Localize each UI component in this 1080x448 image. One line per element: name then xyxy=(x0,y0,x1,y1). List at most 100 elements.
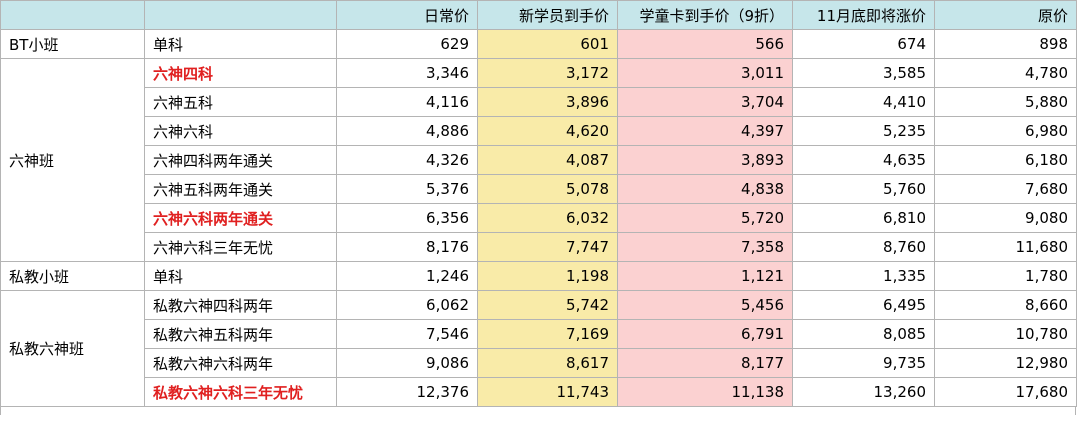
course-name-cell[interactable]: 六神六科三年无忧 xyxy=(144,232,337,262)
course-name-cell[interactable]: 私教六神六科三年无忧 xyxy=(144,377,337,407)
course-name-cell[interactable]: 单科 xyxy=(144,261,337,291)
daily-price-cell[interactable]: 5,376 xyxy=(336,174,478,204)
card-price-cell[interactable]: 3,704 xyxy=(617,87,793,117)
card-price-cell[interactable]: 4,838 xyxy=(617,174,793,204)
pre-increase-price-cell[interactable]: 5,235 xyxy=(792,116,935,146)
new-student-price-cell[interactable]: 8,617 xyxy=(477,348,618,378)
group-name-cell[interactable]: 六神班 xyxy=(0,58,145,262)
pre-increase-price-cell[interactable]: 8,085 xyxy=(792,319,935,349)
card-price-cell[interactable]: 5,720 xyxy=(617,203,793,233)
new-student-price-cell[interactable]: 601 xyxy=(477,29,618,59)
card-price-cell[interactable]: 566 xyxy=(617,29,793,59)
course-name-cell[interactable]: 六神五科 xyxy=(144,87,337,117)
pre-increase-price-cell[interactable]: 6,810 xyxy=(792,203,935,233)
course-name-cell[interactable]: 六神六科 xyxy=(144,116,337,146)
original-price-cell[interactable]: 9,080 xyxy=(934,203,1077,233)
course-name-cell[interactable]: 六神四科 xyxy=(144,58,337,88)
pre-increase-price-cell[interactable]: 4,410 xyxy=(792,87,935,117)
course-name-cell[interactable]: 六神四科两年通关 xyxy=(144,145,337,175)
pre-increase-price-cell[interactable]: 3,585 xyxy=(792,58,935,88)
course-name-cell[interactable]: 单科 xyxy=(144,29,337,59)
table-row: 私教六神六科两年 9,086 8,617 8,177 9,735 12,980 xyxy=(1,348,1077,378)
daily-price-cell[interactable]: 6,062 xyxy=(336,290,478,320)
daily-price-cell[interactable]: 3,346 xyxy=(336,58,478,88)
group-name-cell[interactable]: 私教六神班 xyxy=(0,290,145,407)
new-student-price-cell[interactable]: 4,620 xyxy=(477,116,618,146)
original-price-cell[interactable]: 8,660 xyxy=(934,290,1077,320)
original-price-cell[interactable]: 6,180 xyxy=(934,145,1077,175)
daily-price-cell[interactable]: 629 xyxy=(336,29,478,59)
header-cell-group[interactable] xyxy=(0,0,145,30)
new-student-price-cell[interactable]: 4,087 xyxy=(477,145,618,175)
pre-increase-price-cell[interactable]: 5,760 xyxy=(792,174,935,204)
table-body: BT小班 单科 629 601 566 674 898 六神班 六神四科 3,346 3,172 3,… xyxy=(0,29,1077,407)
table-bottom-strip xyxy=(0,407,1076,415)
new-student-price-cell[interactable]: 7,169 xyxy=(477,319,618,349)
group-name-cell[interactable]: 私教小班 xyxy=(0,261,145,291)
card-price-cell[interactable]: 8,177 xyxy=(617,348,793,378)
card-price-cell[interactable]: 5,456 xyxy=(617,290,793,320)
new-student-price-cell[interactable]: 11,743 xyxy=(477,377,618,407)
header-cell-new-student-price[interactable]: 新学员到手价 xyxy=(477,0,618,30)
daily-price-cell[interactable]: 4,116 xyxy=(336,87,478,117)
new-student-price-cell[interactable]: 7,747 xyxy=(477,232,618,262)
original-price-cell[interactable]: 10,780 xyxy=(934,319,1077,349)
daily-price-cell[interactable]: 4,886 xyxy=(336,116,478,146)
card-price-cell[interactable]: 3,011 xyxy=(617,58,793,88)
original-price-cell[interactable]: 5,880 xyxy=(934,87,1077,117)
course-name-cell[interactable]: 六神五科两年通关 xyxy=(144,174,337,204)
original-price-cell[interactable]: 4,780 xyxy=(934,58,1077,88)
new-student-price-cell[interactable]: 5,742 xyxy=(477,290,618,320)
pre-increase-price-cell[interactable]: 13,260 xyxy=(792,377,935,407)
course-name-cell[interactable]: 私教六神五科两年 xyxy=(144,319,337,349)
pre-increase-price-cell[interactable]: 9,735 xyxy=(792,348,935,378)
course-name-cell[interactable]: 六神六科两年通关 xyxy=(144,203,337,233)
original-price-cell[interactable]: 12,980 xyxy=(934,348,1077,378)
original-price-cell[interactable]: 898 xyxy=(934,29,1077,59)
original-price-cell[interactable]: 6,980 xyxy=(934,116,1077,146)
card-price-cell[interactable]: 3,893 xyxy=(617,145,793,175)
card-price-cell[interactable]: 4,397 xyxy=(617,116,793,146)
course-name-cell[interactable]: 私教六神六科两年 xyxy=(144,348,337,378)
card-price-cell[interactable]: 11,138 xyxy=(617,377,793,407)
new-student-price-cell[interactable]: 3,896 xyxy=(477,87,618,117)
new-student-price-cell[interactable]: 6,032 xyxy=(477,203,618,233)
original-price-cell[interactable]: 11,680 xyxy=(934,232,1077,262)
table-row: 六神班 六神四科 3,346 3,172 3,011 3,585 4,780 xyxy=(0,58,1077,262)
group-name-cell[interactable]: BT小班 xyxy=(0,29,145,59)
header-cell-course[interactable] xyxy=(144,0,337,30)
daily-price-cell[interactable]: 7,546 xyxy=(336,319,478,349)
daily-price-cell[interactable]: 12,376 xyxy=(336,377,478,407)
new-student-price-cell[interactable]: 1,198 xyxy=(477,261,618,291)
pre-increase-price-cell[interactable]: 8,760 xyxy=(792,232,935,262)
original-price-cell[interactable]: 17,680 xyxy=(934,377,1077,407)
original-price-cell[interactable]: 7,680 xyxy=(934,174,1077,204)
original-price-cell[interactable]: 1,780 xyxy=(934,261,1077,291)
daily-price-cell[interactable]: 9,086 xyxy=(336,348,478,378)
course-name-cell[interactable]: 私教六神四科两年 xyxy=(144,290,337,320)
daily-price-cell[interactable]: 1,246 xyxy=(336,261,478,291)
card-price-cell[interactable]: 6,791 xyxy=(617,319,793,349)
pre-increase-price-cell[interactable]: 4,635 xyxy=(792,145,935,175)
new-student-price-cell[interactable]: 5,078 xyxy=(477,174,618,204)
table-row: 私教六神五科两年 7,546 7,169 6,791 8,085 10,780 xyxy=(1,319,1077,349)
pre-increase-price-cell[interactable]: 6,495 xyxy=(792,290,935,320)
table-row: BT小班 单科 629 601 566 674 898 xyxy=(0,29,1077,59)
pre-increase-price-cell[interactable]: 674 xyxy=(792,29,935,59)
header-row: 日常价 新学员到手价 学童卡到手价（9折） 11月底即将涨价 原价 xyxy=(0,0,1077,30)
daily-price-cell[interactable]: 4,326 xyxy=(336,145,478,175)
header-cell-card-price[interactable]: 学童卡到手价（9折） xyxy=(617,0,793,30)
table-row: 私教六神班 私教六神四科两年 6,062 5,742 5,456 6,495 8,660 xyxy=(0,290,1077,407)
card-price-cell[interactable]: 7,358 xyxy=(617,232,793,262)
new-student-price-cell[interactable]: 3,172 xyxy=(477,58,618,88)
header-cell-pre-increase-price[interactable]: 11月底即将涨价 xyxy=(792,0,935,30)
table-row: 六神六科三年无忧 8,176 7,747 7,358 8,760 11,680 xyxy=(1,232,1077,262)
table-row: 六神五科两年通关 5,376 5,078 4,838 5,760 7,680 xyxy=(1,174,1077,204)
header-cell-daily-price[interactable]: 日常价 xyxy=(336,0,478,30)
header-cell-original-price[interactable]: 原价 xyxy=(934,0,1077,30)
daily-price-cell[interactable]: 8,176 xyxy=(336,232,478,262)
table-row: 六神六科两年通关 6,356 6,032 5,720 6,810 9,080 xyxy=(1,203,1077,233)
card-price-cell[interactable]: 1,121 xyxy=(617,261,793,291)
daily-price-cell[interactable]: 6,356 xyxy=(336,203,478,233)
pre-increase-price-cell[interactable]: 1,335 xyxy=(792,261,935,291)
